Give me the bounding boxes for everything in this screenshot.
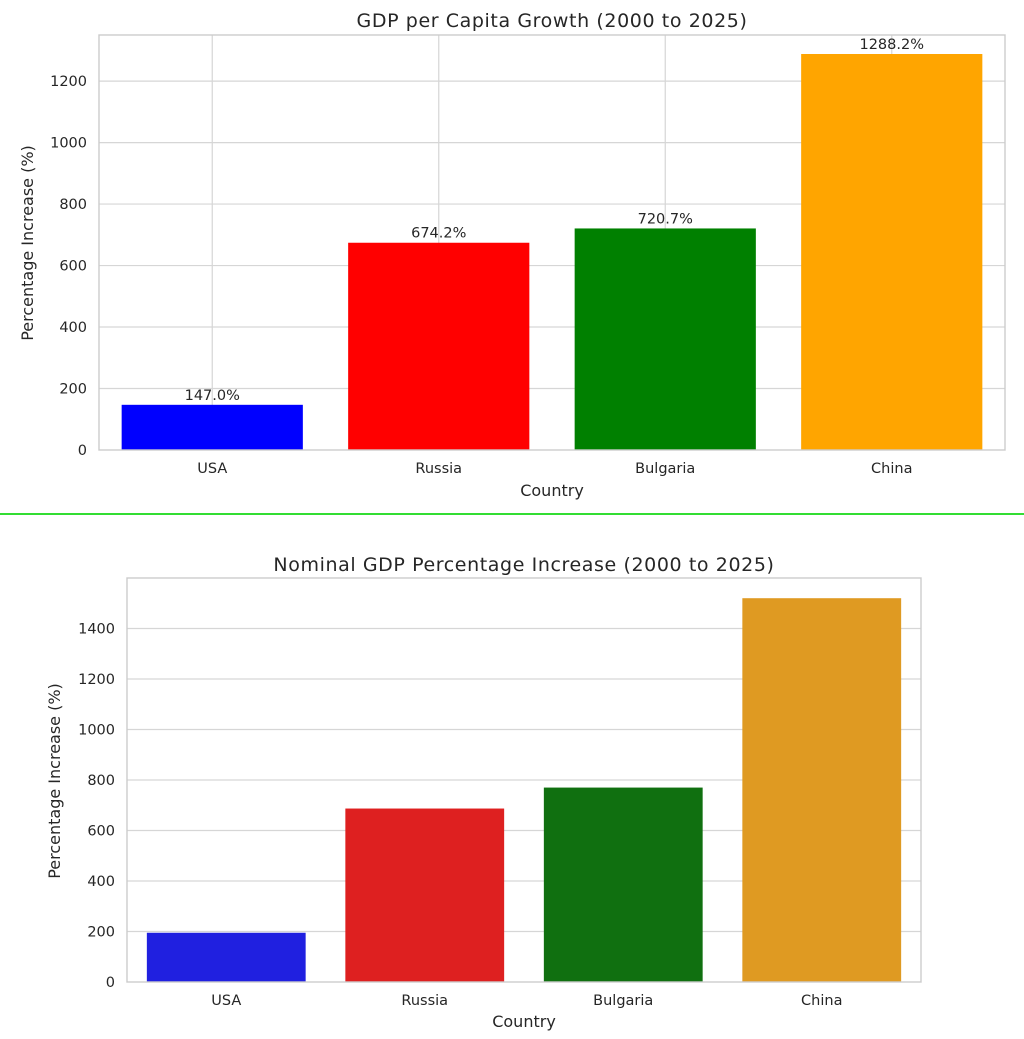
bar-usa bbox=[146, 932, 306, 982]
x-tick-label: Bulgaria bbox=[593, 993, 653, 1009]
chart-title: Nominal GDP Percentage Increase (2000 to… bbox=[273, 554, 774, 576]
y-axis-label: Percentage Increase (%) bbox=[45, 683, 64, 879]
y-tick-label: 1400 bbox=[78, 622, 115, 638]
bar-russia bbox=[345, 808, 505, 982]
x-axis-label: Country bbox=[520, 481, 584, 500]
bar-bulgaria bbox=[543, 787, 703, 982]
bar-bulgaria bbox=[574, 228, 756, 450]
y-tick-label: 200 bbox=[87, 925, 115, 941]
bar-china bbox=[801, 53, 983, 451]
x-tick-label: China bbox=[871, 461, 912, 477]
x-tick-label: Bulgaria bbox=[635, 461, 695, 477]
y-tick-label: 400 bbox=[87, 874, 115, 890]
y-tick-label: 1000 bbox=[50, 136, 87, 152]
nominal-gdp-chart: Nominal GDP Percentage Increase (2000 to… bbox=[45, 554, 922, 1031]
y-tick-label: 1000 bbox=[78, 723, 115, 739]
x-tick-label: USA bbox=[197, 461, 227, 477]
gdp-per-capita-chart: GDP per Capita Growth (2000 to 2025) 147… bbox=[18, 10, 1006, 500]
data-label-bulgaria: 720.7% bbox=[638, 211, 693, 227]
plot-frame bbox=[98, 34, 1006, 451]
data-label-china: 1288.2% bbox=[859, 37, 924, 53]
data-label-russia: 674.2% bbox=[411, 226, 466, 242]
y-tick-label: 800 bbox=[87, 773, 115, 789]
x-tick-label: Russia bbox=[415, 461, 462, 477]
bar-russia bbox=[348, 242, 530, 450]
y-tick-label: 0 bbox=[106, 975, 115, 991]
y-tick-label: 1200 bbox=[50, 74, 87, 90]
y-tick-label: 1200 bbox=[78, 672, 115, 688]
chart-title: GDP per Capita Growth (2000 to 2025) bbox=[357, 10, 748, 32]
data-label-usa: 147.0% bbox=[185, 388, 240, 404]
x-tick-label: China bbox=[801, 993, 842, 1009]
y-tick-label: 800 bbox=[59, 197, 87, 213]
x-tick-label: USA bbox=[211, 993, 241, 1009]
y-tick-label: 600 bbox=[59, 259, 87, 275]
plot-frame bbox=[126, 577, 922, 983]
y-axis-label: Percentage Increase (%) bbox=[18, 145, 37, 341]
bar-china bbox=[742, 598, 902, 982]
x-tick-label: Russia bbox=[401, 993, 448, 1009]
y-tick-label: 400 bbox=[59, 320, 87, 336]
y-tick-label: 0 bbox=[78, 443, 87, 459]
x-axis-label: Country bbox=[492, 1012, 556, 1031]
divider-line bbox=[0, 513, 1024, 515]
y-tick-label: 600 bbox=[87, 824, 115, 840]
y-tick-label: 200 bbox=[59, 382, 87, 398]
bar-usa bbox=[121, 404, 303, 450]
